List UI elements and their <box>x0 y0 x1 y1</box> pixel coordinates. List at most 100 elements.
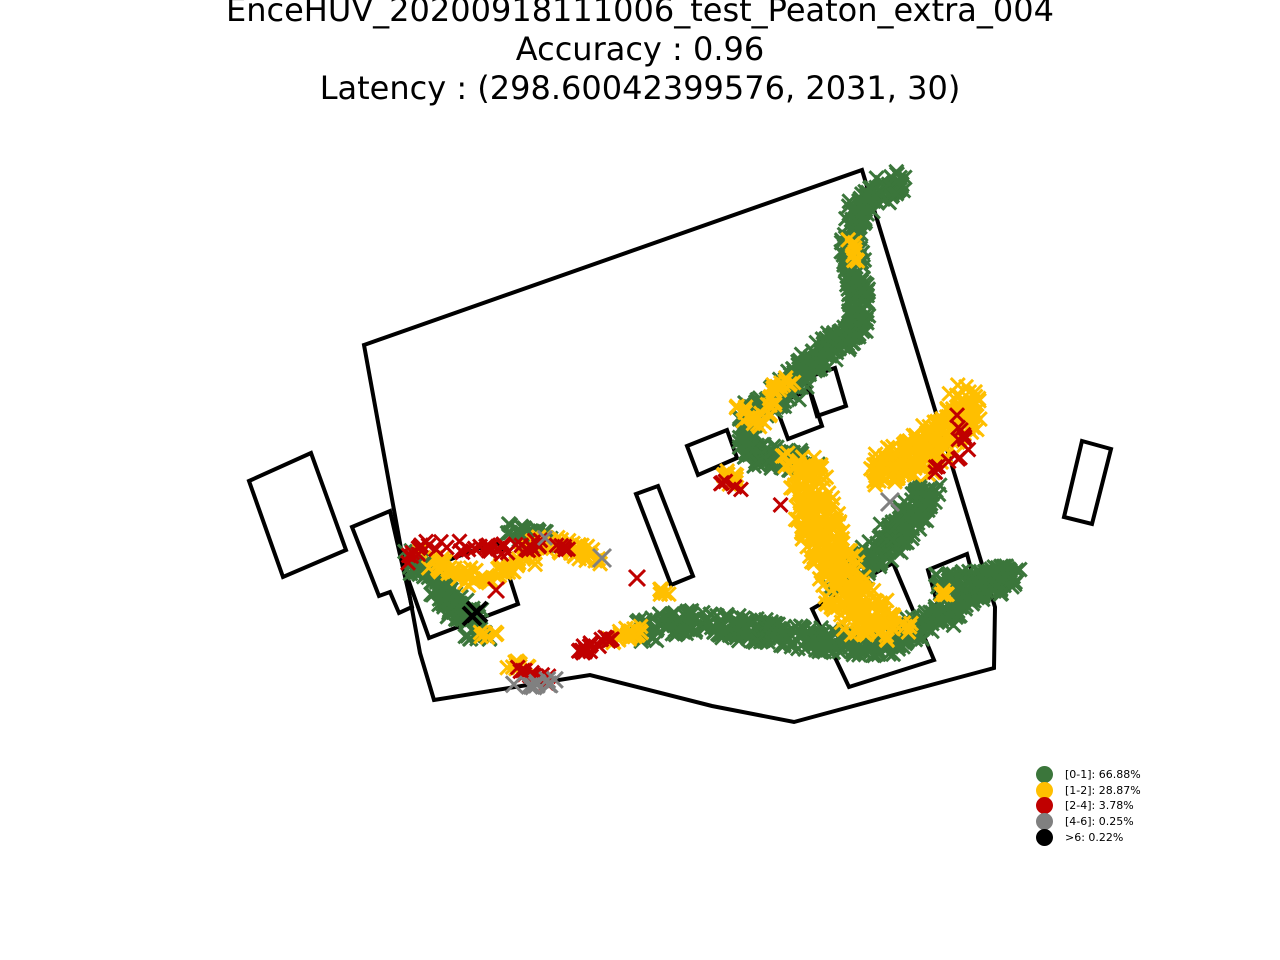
error-point-4-6 <box>504 675 523 694</box>
error-point-2-4 <box>532 532 549 549</box>
error-point-2-4 <box>927 459 944 476</box>
error-point-0-1 <box>891 169 909 186</box>
error-point-1-2 <box>840 593 857 610</box>
error-point-1-2 <box>477 625 494 642</box>
error-point-0-1 <box>927 605 945 622</box>
obstacle-far-right <box>1061 438 1114 527</box>
error-point-0-1 <box>810 635 827 652</box>
error-point-0-1 <box>431 596 448 613</box>
error-point-2-4 <box>553 537 570 554</box>
error-point-0-1 <box>468 608 485 625</box>
error-point-4-6 <box>879 491 901 513</box>
error-point-0-1 <box>763 444 780 461</box>
error-point-4-6 <box>538 670 557 689</box>
error-point-2-4 <box>591 638 608 655</box>
error-point-0-1 <box>824 638 841 655</box>
error-point-1-2 <box>761 397 778 414</box>
error-point-1-2 <box>896 465 914 483</box>
error-point-2-4 <box>480 542 497 559</box>
error-point-1-2 <box>527 556 544 573</box>
error-point-1-2 <box>744 407 761 425</box>
error-point-0-1 <box>976 563 993 580</box>
legend-marker-icon <box>1036 797 1053 815</box>
legend-marker-icon <box>1036 813 1053 831</box>
error-point-1-2 <box>885 615 903 632</box>
legend-item-4-6: [4-6]: 0.25% <box>1036 813 1141 831</box>
error-point-1-2 <box>790 465 807 482</box>
error-point-1-2 <box>968 421 985 438</box>
error-point-0-1 <box>797 641 814 658</box>
error-point-1-2 <box>808 539 825 556</box>
error-point-0-1 <box>783 635 800 652</box>
error-point-0-1 <box>669 622 686 639</box>
error-point-0-1 <box>457 628 474 645</box>
error-point-0-1 <box>807 635 824 653</box>
error-point-2-4 <box>956 431 973 448</box>
obstacle-center-bar <box>633 483 696 588</box>
legend-label: [4-6]: 0.25% <box>1065 815 1134 829</box>
legend-label: [0-1]: 66.88% <box>1065 768 1141 782</box>
error-point-0-1 <box>896 493 913 510</box>
legend-label: [2-4]: 3.78% <box>1065 799 1134 813</box>
error-point-1-2 <box>812 456 829 473</box>
legend-item-0-1: [0-1]: 66.88% <box>1036 766 1141 784</box>
error-point-1-2 <box>961 406 978 423</box>
error-point-2-4 <box>420 537 437 554</box>
error-point-1-2 <box>796 503 813 520</box>
error-point-1-2 <box>901 432 918 450</box>
error-point-4-6 <box>520 676 539 696</box>
error-point-0-1 <box>738 612 755 629</box>
error-point-0-1 <box>878 532 895 549</box>
error-point-0-1 <box>958 574 975 591</box>
error-point-1-2 <box>781 376 798 393</box>
legend-label: >6: 0.22% <box>1065 830 1124 844</box>
error-point-0-1 <box>884 532 901 549</box>
error-point-1-2 <box>906 460 923 477</box>
error-point-1-2 <box>960 402 977 420</box>
error-point-1-2 <box>872 594 889 612</box>
error-point-1-2 <box>652 581 670 598</box>
error-point-1-2 <box>443 565 460 582</box>
error-point-1-2 <box>881 615 898 632</box>
error-point-1-2 <box>842 542 859 559</box>
error-point-0-1 <box>862 547 879 564</box>
error-point-0-1 <box>500 515 517 533</box>
error-point-4-6 <box>536 529 554 547</box>
error-point-1-2 <box>828 543 845 560</box>
error-point-0-1 <box>741 446 758 463</box>
error-point-1-2 <box>835 621 852 638</box>
error-point-0-1 <box>898 534 916 551</box>
error-point-1-2 <box>909 445 926 462</box>
error-point-0-1 <box>694 604 711 621</box>
legend: [0-1]: 66.88% [1-2]: 28.87% [2-4]: 3.78%… <box>1036 766 1141 846</box>
error-point-2-4 <box>514 662 531 679</box>
error-point-1-2 <box>855 569 872 586</box>
error-point-0-1 <box>407 564 424 581</box>
error-point-1-2 <box>871 458 888 475</box>
error-point-1-2 <box>900 623 917 641</box>
legend-item-gt-6: >6: 0.22% <box>1036 828 1141 846</box>
error-point-0-1 <box>852 199 870 216</box>
error-point-0-1 <box>817 345 834 362</box>
error-point-2-4 <box>400 547 417 564</box>
error-point-1-2 <box>791 478 808 495</box>
error-point-0-1 <box>446 593 463 610</box>
error-point-2-4 <box>432 533 450 550</box>
legend-marker-icon <box>1036 766 1053 784</box>
error-point-0-1 <box>855 311 872 328</box>
error-point-1-2 <box>660 586 677 603</box>
error-point-0-1 <box>911 479 929 496</box>
trajectory-points <box>396 163 1028 696</box>
chart-title-line-1: EnceHUV_20200918111006_test_Peaton_extra… <box>226 0 1054 29</box>
error-point-1-2 <box>867 446 884 463</box>
error-point-0-1 <box>864 647 881 664</box>
error-point-1-2 <box>496 564 513 581</box>
error-point-2-4 <box>603 631 621 648</box>
error-point-2-4 <box>460 541 477 558</box>
error-point-1-2 <box>764 380 782 397</box>
outer-boundary <box>361 167 998 725</box>
error-point-4-6 <box>591 547 613 569</box>
error-point-1-2 <box>926 425 943 442</box>
error-point-1-2 <box>939 402 956 419</box>
